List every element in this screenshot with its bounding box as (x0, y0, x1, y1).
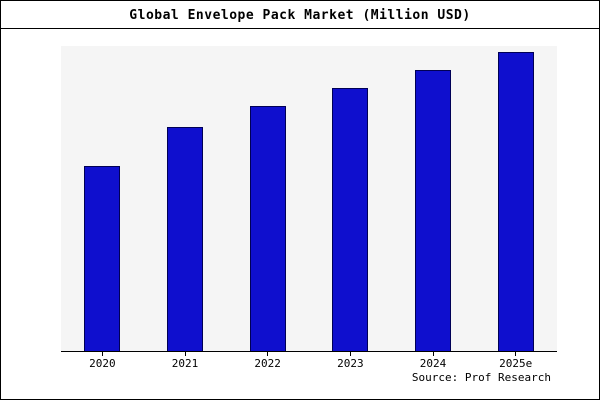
bar-2024 (415, 69, 451, 351)
x-axis-tick (184, 352, 186, 356)
source-text: Source: Prof Research (411, 371, 551, 384)
plot-area (61, 46, 557, 356)
x-axis-label-2021: 2021 (171, 357, 199, 370)
x-axis-label-2024: 2024 (419, 357, 447, 370)
x-axis-tick (515, 352, 517, 356)
chart-title: Global Envelope Pack Market (Million USD… (129, 8, 471, 23)
x-axis-label-2020: 2020 (89, 357, 116, 370)
x-axis-tick (432, 352, 434, 356)
x-axis-label-2025e: 2025e (499, 357, 533, 370)
x-axis-tick (101, 352, 103, 356)
bar-2021 (167, 126, 203, 351)
x-axis-tick (267, 352, 269, 356)
x-axis-tick (349, 352, 351, 356)
bar-2022 (249, 105, 286, 351)
x-axis-label-2022: 2022 (254, 357, 281, 370)
bar-2020 (84, 165, 121, 351)
x-axis-label-2023: 2023 (337, 357, 364, 370)
title-divider (1, 28, 599, 29)
bar-2023 (332, 87, 369, 351)
bar-2025e (497, 51, 534, 351)
x-axis-labels: 2020 2021 2022 2023 2024 2025e (61, 357, 557, 373)
